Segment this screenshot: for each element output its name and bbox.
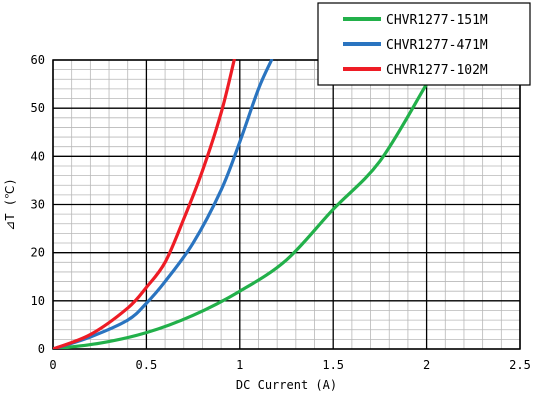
- y-tick-label: 0: [38, 342, 45, 356]
- x-tick-labels: 0 0.5 1 1.5 2 2.5: [49, 358, 530, 372]
- legend: CHVR1277-151M CHVR1277-471M CHVR1277-102M: [317, 2, 531, 86]
- x-tick-label: 2: [423, 358, 430, 372]
- x-tick-label: 1.5: [322, 358, 344, 372]
- series-line-2: [53, 59, 274, 349]
- x-tick-label: 2.5: [509, 358, 531, 372]
- series-line-1: [53, 68, 438, 349]
- x-axis-label: DC Current (A): [236, 378, 337, 392]
- y-tick-label: 50: [31, 101, 45, 115]
- x-tick-label: 0: [49, 358, 56, 372]
- major-grid: [52, 59, 521, 350]
- y-tick-labels: 0 10 20 30 40 50 60: [31, 53, 45, 356]
- y-tick-label: 20: [31, 246, 45, 260]
- y-tick-label: 10: [31, 294, 45, 308]
- legend-entry-2: CHVR1277-471M: [386, 38, 488, 53]
- y-tick-label: 60: [31, 53, 45, 67]
- y-tick-label: 40: [31, 149, 45, 163]
- series-lines: [53, 59, 438, 349]
- y-axis-label: ⊿T (℃): [3, 178, 17, 230]
- series-line-3: [53, 59, 236, 349]
- x-tick-label: 1: [236, 358, 243, 372]
- legend-entry-3: CHVR1277-102M: [386, 63, 488, 78]
- plot-frame: [52, 59, 521, 350]
- y-tick-label: 30: [31, 198, 45, 212]
- x-tick-label: 0.5: [136, 358, 158, 372]
- legend-entry-1: CHVR1277-151M: [386, 13, 488, 28]
